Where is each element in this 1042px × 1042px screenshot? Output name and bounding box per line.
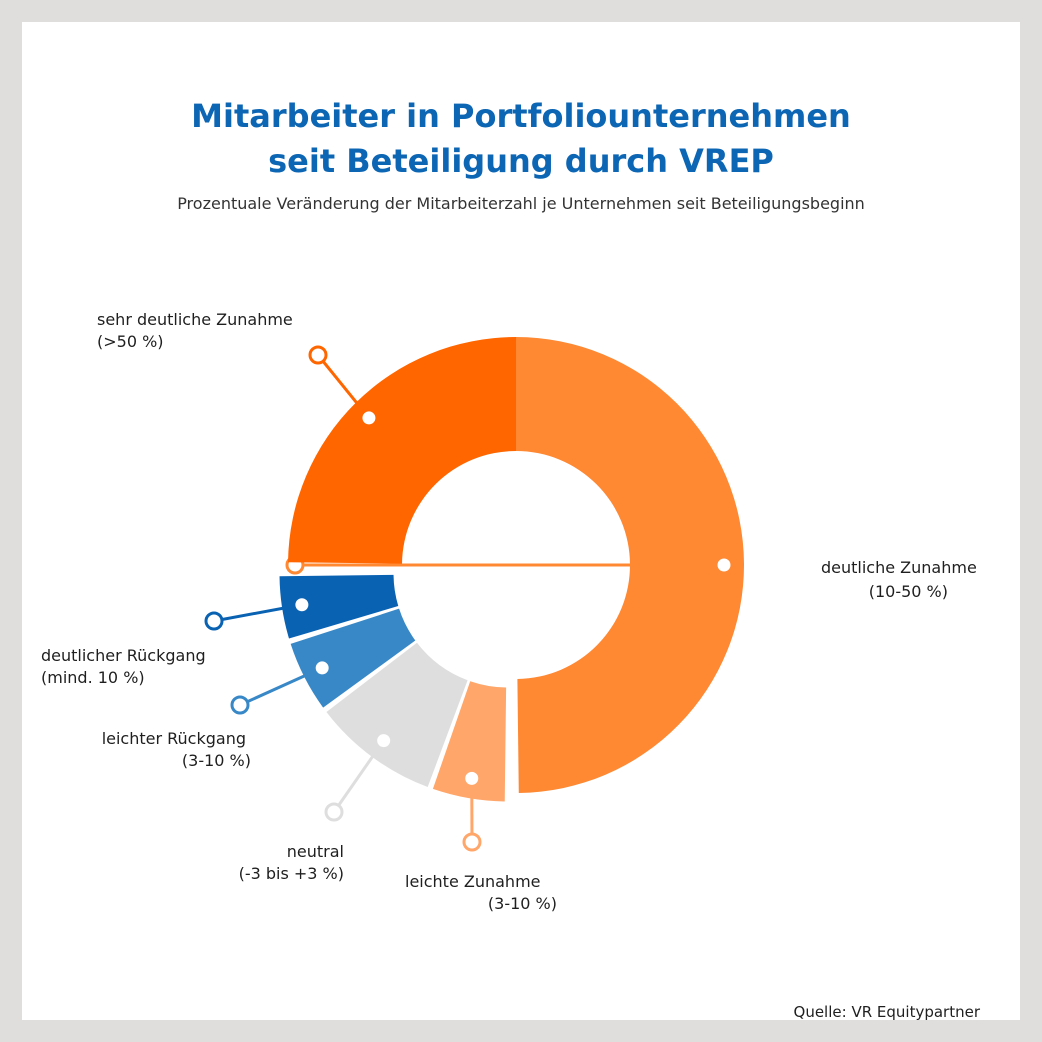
slice-marker-leichte	[465, 771, 479, 785]
slice-label-deutlicher-rueckgang-line-1: deutlicher Rückgang	[41, 646, 206, 665]
slice-marker-deutliche	[717, 558, 731, 572]
slice-label-sehr-deutliche-line-1: sehr deutliche Zunahme	[97, 310, 293, 329]
slice-deutlicher-rueckgang	[279, 574, 399, 639]
leader-line-neutral	[332, 739, 385, 813]
slice-marker-deutlicher-rueckgang	[295, 598, 309, 612]
donut-chart: deutliche Zunahme (10-50 %) leichte Zunahm…	[41, 310, 977, 913]
slice-leichter-rueckgang	[290, 608, 416, 708]
slice-label-deutlicher-rueckgang-line-2: (mind. 10 %)	[41, 668, 145, 687]
callout-end-leichte	[462, 832, 482, 852]
slice-label-neutral-line-1: neutral	[287, 842, 344, 861]
leader-line-sehr-deutliche	[316, 354, 371, 419]
slice-label-deutliche-line-2: (10-50 %)	[869, 582, 948, 601]
slice-marker-leichter-rueckgang	[315, 661, 329, 675]
slice-leichte	[432, 681, 507, 802]
callout-end-deutlicher-rueckgang	[204, 611, 224, 631]
chart-title-line-1: Mitarbeiter in Portfoliounternehmen	[191, 97, 851, 135]
chart-title-line-2: seit Beteiligung durch VREP	[268, 142, 774, 180]
callout-end-leichter-rueckgang	[230, 695, 250, 715]
slice-label-leichte-line-1: leichte Zunahme	[405, 872, 541, 891]
slice-marker-sehr-deutliche	[362, 411, 376, 425]
chart-title: Mitarbeiter in Portfoliounternehmen seit…	[22, 94, 1020, 184]
slice-deutliche	[516, 337, 745, 793]
slice-label-leichte-line-2: (3-10 %)	[488, 894, 557, 913]
slice-neutral	[326, 642, 468, 788]
slice-label-neutral-line-2: (-3 bis +3 %)	[239, 864, 344, 883]
slice-marker-neutral	[377, 734, 391, 748]
slice-sehr-deutliche	[288, 337, 516, 564]
callout-end-sehr-deutliche	[308, 345, 328, 365]
slice-label-sehr-deutliche-line-2: (>50 %)	[97, 332, 164, 351]
slice-label-leichter-rueckgang-line-1: leichter Rückgang	[102, 729, 246, 748]
leader-line-deutlicher-rueckgang	[213, 603, 303, 623]
slice-label-leichter-rueckgang-line-2: (3-10 %)	[182, 751, 251, 770]
chart-subtitle: Prozentuale Veränderung der Mitarbeiterz…	[177, 194, 865, 213]
slice-label-deutliche-line-1: deutliche Zunahme	[821, 558, 977, 577]
leader-line-leichter-rueckgang	[239, 666, 323, 707]
callout-end-neutral	[324, 802, 344, 822]
infographic-card: Mitarbeiter in Portfoliounternehmen seit…	[22, 22, 1020, 1021]
source-note: Quelle: VR Equitypartner	[793, 1003, 980, 1021]
